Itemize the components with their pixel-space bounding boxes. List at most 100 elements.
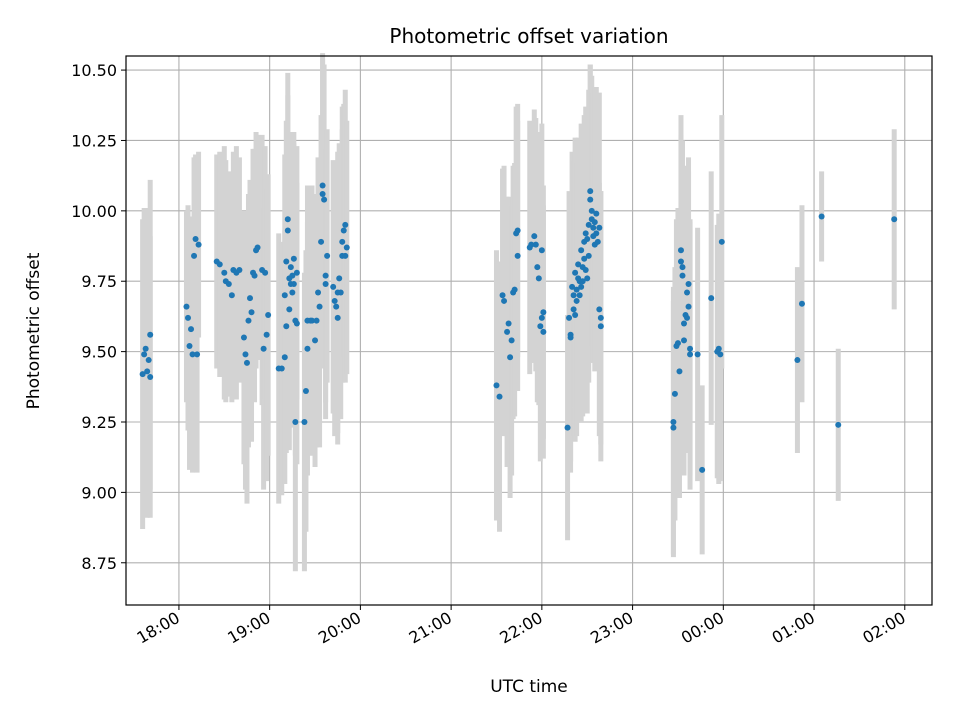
data-point — [147, 373, 154, 380]
data-point — [312, 337, 319, 344]
y-tick-label: 8.75 — [81, 554, 117, 573]
data-point — [670, 419, 677, 425]
data-point — [496, 393, 503, 400]
data-point — [572, 269, 579, 276]
data-point — [251, 272, 258, 279]
data-point — [566, 314, 573, 321]
data-point — [505, 320, 512, 327]
data-point — [330, 283, 337, 290]
data-point — [677, 247, 684, 254]
data-point — [578, 247, 585, 254]
data-point — [145, 357, 152, 364]
data-point — [293, 320, 300, 327]
data-point — [587, 188, 594, 195]
data-point — [319, 182, 326, 189]
data-point — [195, 241, 202, 248]
data-point — [538, 314, 545, 321]
data-point — [216, 261, 223, 268]
data-point — [567, 334, 574, 341]
data-point — [531, 233, 538, 240]
y-tick-label: 9.25 — [81, 413, 117, 432]
data-point — [585, 221, 592, 228]
data-point — [594, 238, 601, 245]
data-point — [337, 289, 344, 296]
data-point — [670, 424, 677, 431]
data-point — [189, 351, 196, 358]
data-point — [684, 289, 691, 296]
data-point — [597, 323, 604, 330]
data-points — [139, 182, 898, 473]
y-tick-label: 9.50 — [81, 343, 117, 362]
y-tick-label: 10.25 — [71, 131, 117, 150]
data-point — [835, 421, 842, 428]
data-point — [699, 466, 706, 473]
data-point — [508, 337, 515, 344]
y-tick-label: 9.00 — [81, 483, 117, 502]
data-point — [265, 312, 272, 319]
data-point — [333, 303, 340, 310]
data-point — [289, 272, 296, 279]
data-point — [301, 419, 308, 425]
data-point — [578, 283, 585, 290]
x-axis-title: UTC time — [490, 677, 568, 697]
data-point — [342, 252, 349, 259]
plot-frame — [125, 55, 933, 606]
data-point — [260, 345, 267, 352]
data-point — [794, 357, 801, 364]
data-point — [287, 264, 294, 271]
data-point — [263, 331, 270, 338]
data-point — [191, 252, 198, 259]
data-point — [278, 365, 285, 372]
data-point — [289, 289, 296, 296]
data-point — [514, 227, 521, 234]
data-point — [283, 323, 290, 330]
data-point — [501, 297, 508, 304]
data-point — [572, 312, 579, 319]
data-point — [511, 286, 518, 293]
data-point — [582, 230, 589, 237]
data-point — [679, 272, 686, 279]
data-point — [319, 190, 326, 197]
data-point — [585, 252, 592, 259]
data-point — [293, 269, 300, 276]
y-tick-label: 9.75 — [81, 272, 117, 291]
data-point — [324, 252, 331, 259]
data-point — [588, 207, 595, 214]
data-point — [147, 331, 154, 338]
data-point — [183, 303, 190, 310]
data-point — [342, 221, 349, 228]
data-point — [537, 323, 544, 330]
data-point — [139, 371, 146, 378]
data-point — [318, 238, 325, 245]
data-point — [676, 368, 683, 375]
data-point — [718, 238, 725, 245]
data-point — [283, 258, 290, 265]
data-point — [514, 252, 521, 259]
data-point — [336, 275, 343, 282]
data-point — [685, 281, 692, 288]
data-point — [587, 196, 594, 203]
data-point — [584, 236, 591, 242]
data-point — [254, 244, 261, 251]
data-point — [576, 292, 583, 299]
data-point — [687, 345, 694, 352]
data-point — [677, 258, 684, 265]
data-point — [573, 297, 580, 304]
data-point — [681, 320, 687, 327]
data-point — [228, 292, 235, 299]
data-point — [245, 317, 252, 324]
data-point — [684, 314, 691, 321]
data-point — [499, 292, 506, 299]
y-axis: 8.75 9.00 9.25 9.50 9.75 10.00 10.25 10.50 — [71, 61, 126, 573]
data-point — [597, 314, 604, 321]
data-point — [281, 292, 288, 299]
data-point — [694, 351, 701, 358]
data-point — [504, 328, 511, 335]
data-point — [221, 269, 228, 276]
data-point — [142, 345, 149, 352]
data-point — [538, 247, 545, 254]
data-point — [186, 342, 193, 349]
chart-title: Photometric offset variation — [389, 24, 668, 48]
data-point — [596, 306, 603, 313]
data-point — [315, 289, 322, 296]
